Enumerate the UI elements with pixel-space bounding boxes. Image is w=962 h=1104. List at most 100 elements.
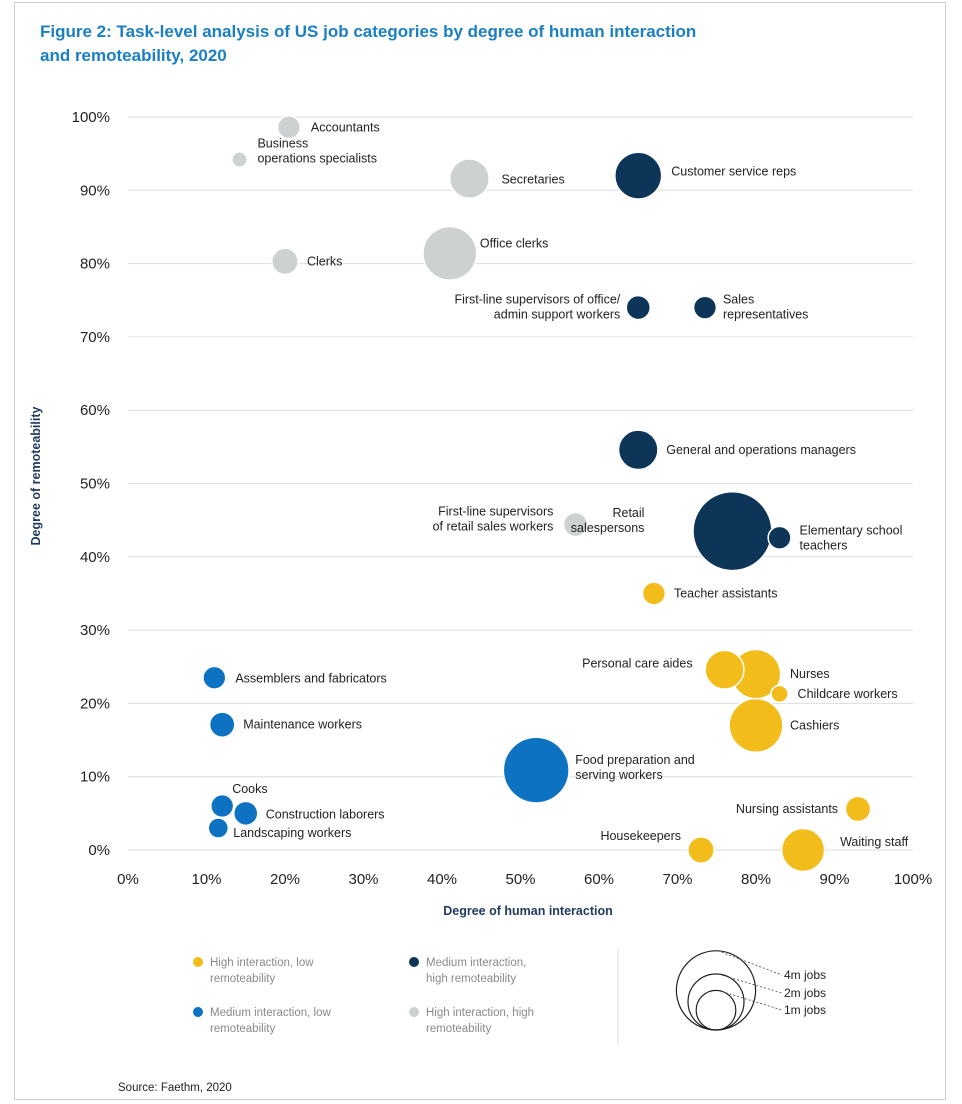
bubble [614, 151, 663, 200]
point-label-line: Childcare workers [798, 687, 898, 701]
point-label: First-line supervisors of retail sales wo… [433, 505, 554, 534]
y-axis-ticks: 0% 10% 20% 30% 40% 50% 60% 70% 80% 90% 100% [72, 109, 110, 859]
point-label: Assemblers and fabricators [235, 672, 386, 686]
bubble [202, 665, 227, 690]
y-axis-title: Degree of remoteability [29, 406, 43, 545]
point-label: Office clerks [480, 236, 549, 250]
legend-label-line: remoteability [426, 1023, 491, 1035]
bubble [449, 158, 490, 200]
point-label-line: Assemblers and fabricators [235, 672, 386, 686]
point-label: Clerks [307, 254, 342, 268]
x-tick-label: 30% [348, 871, 378, 888]
point-label-line: Customer service reps [671, 165, 796, 179]
bubble [625, 294, 651, 321]
point-label: Maintenance workers [243, 718, 362, 732]
y-tick-label: 30% [80, 622, 110, 639]
y-tick-label: 80% [80, 256, 110, 273]
point-label-line: Accountants [311, 120, 380, 134]
point-label-line: Sales [723, 293, 754, 307]
y-tick-label: 10% [80, 769, 110, 786]
legend-label-line: remoteability [210, 973, 275, 985]
point-label: Customer service reps [671, 165, 796, 179]
point-label: Housekeepers [600, 829, 681, 843]
point-label: Retail salespersons [571, 506, 645, 535]
bubble [692, 490, 773, 572]
point-label-line: Nursing assistants [736, 802, 838, 816]
bubble [780, 827, 826, 873]
bubble [502, 736, 570, 804]
point-label: Business operations specialists [257, 137, 377, 166]
x-tick-label: 70% [662, 871, 692, 888]
chart-title: Figure 2: Task-level analysis of US job … [40, 20, 800, 68]
point-label-line: Waiting staff [840, 835, 909, 849]
bubble [692, 295, 718, 320]
bubble [208, 711, 236, 738]
source-note: Source: Faethm, 2020 [118, 1082, 232, 1094]
bubble [271, 247, 299, 276]
point-label-line: Teacher assistants [674, 586, 778, 600]
point-label: Elementary school teachers [800, 524, 903, 553]
y-tick-label: 70% [80, 329, 110, 346]
x-tick-label: 10% [191, 871, 221, 888]
legend-swatch [409, 1007, 419, 1017]
point-label-line: Cashiers [790, 718, 839, 732]
size-legend-circle [695, 989, 737, 1031]
size-legend-circle [687, 973, 745, 1031]
legend-label-line: Medium interaction, [426, 957, 526, 969]
bubble [276, 115, 302, 140]
bubble [233, 800, 259, 827]
size-legend-leader [717, 973, 783, 994]
point-label-line: Clerks [307, 254, 342, 268]
point-label-line: admin support workers [494, 308, 620, 322]
y-tick-label: 60% [80, 402, 110, 419]
legend-label: Medium interaction, low remoteability [210, 1007, 331, 1035]
point-label-line: Landscaping workers [233, 826, 351, 840]
point-label-line: Business [257, 137, 308, 151]
bubble [210, 793, 235, 819]
bubble [641, 581, 667, 606]
x-axis-title: Degree of human interaction [443, 904, 612, 918]
legend-label-line: Medium interaction, low [210, 1007, 331, 1019]
x-tick-label: 80% [741, 871, 771, 888]
size-legend-label: 4m jobs [784, 968, 826, 982]
point-label-line: First-line supervisors [438, 505, 553, 519]
x-tick-label: 100% [894, 871, 932, 888]
legend-label-line: High interaction, high [426, 1007, 534, 1019]
bubble [844, 795, 872, 823]
title-line-1: Figure 2: Task-level analysis of US job … [40, 22, 697, 41]
point-label-line: Personal care aides [582, 657, 692, 671]
point-label: Accountants [311, 120, 380, 134]
bubble [617, 429, 659, 471]
point-label-line: serving workers [575, 768, 663, 782]
point-label: Personal care aides [582, 657, 692, 671]
bubble [422, 225, 478, 281]
legend-swatch [193, 1007, 203, 1017]
point-label: Childcare workers [798, 687, 898, 701]
point-label-line: operations specialists [257, 152, 377, 166]
point-label-line: Food preparation and [575, 753, 695, 767]
bubble [207, 817, 230, 839]
x-tick-label: 60% [584, 871, 614, 888]
bubble [231, 151, 248, 168]
legend-label: High interaction, low remoteability [210, 957, 314, 985]
legend: High interaction, low remoteability Medium… [193, 957, 534, 1035]
point-label-line: Cooks [232, 782, 267, 796]
bubble [704, 649, 745, 690]
legend-label-line: High interaction, low [210, 957, 314, 969]
bubbles [202, 115, 872, 873]
y-tick-label: 90% [80, 182, 110, 199]
point-label: Nursing assistants [736, 802, 838, 816]
y-tick-label: 100% [72, 109, 110, 126]
point-label-line: of retail sales workers [433, 520, 554, 534]
legend-label: Medium interaction, high remoteability [426, 957, 526, 985]
point-label-line: Nurses [790, 667, 830, 681]
gridlines [128, 116, 913, 851]
x-tick-label: 50% [505, 871, 535, 888]
point-label: Food preparation and serving workers [575, 753, 695, 782]
point-label-line: salespersons [571, 521, 645, 535]
point-label-line: Retail [612, 506, 644, 520]
size-legend-label: 2m jobs [784, 986, 826, 1000]
x-tick-label: 20% [270, 871, 300, 888]
